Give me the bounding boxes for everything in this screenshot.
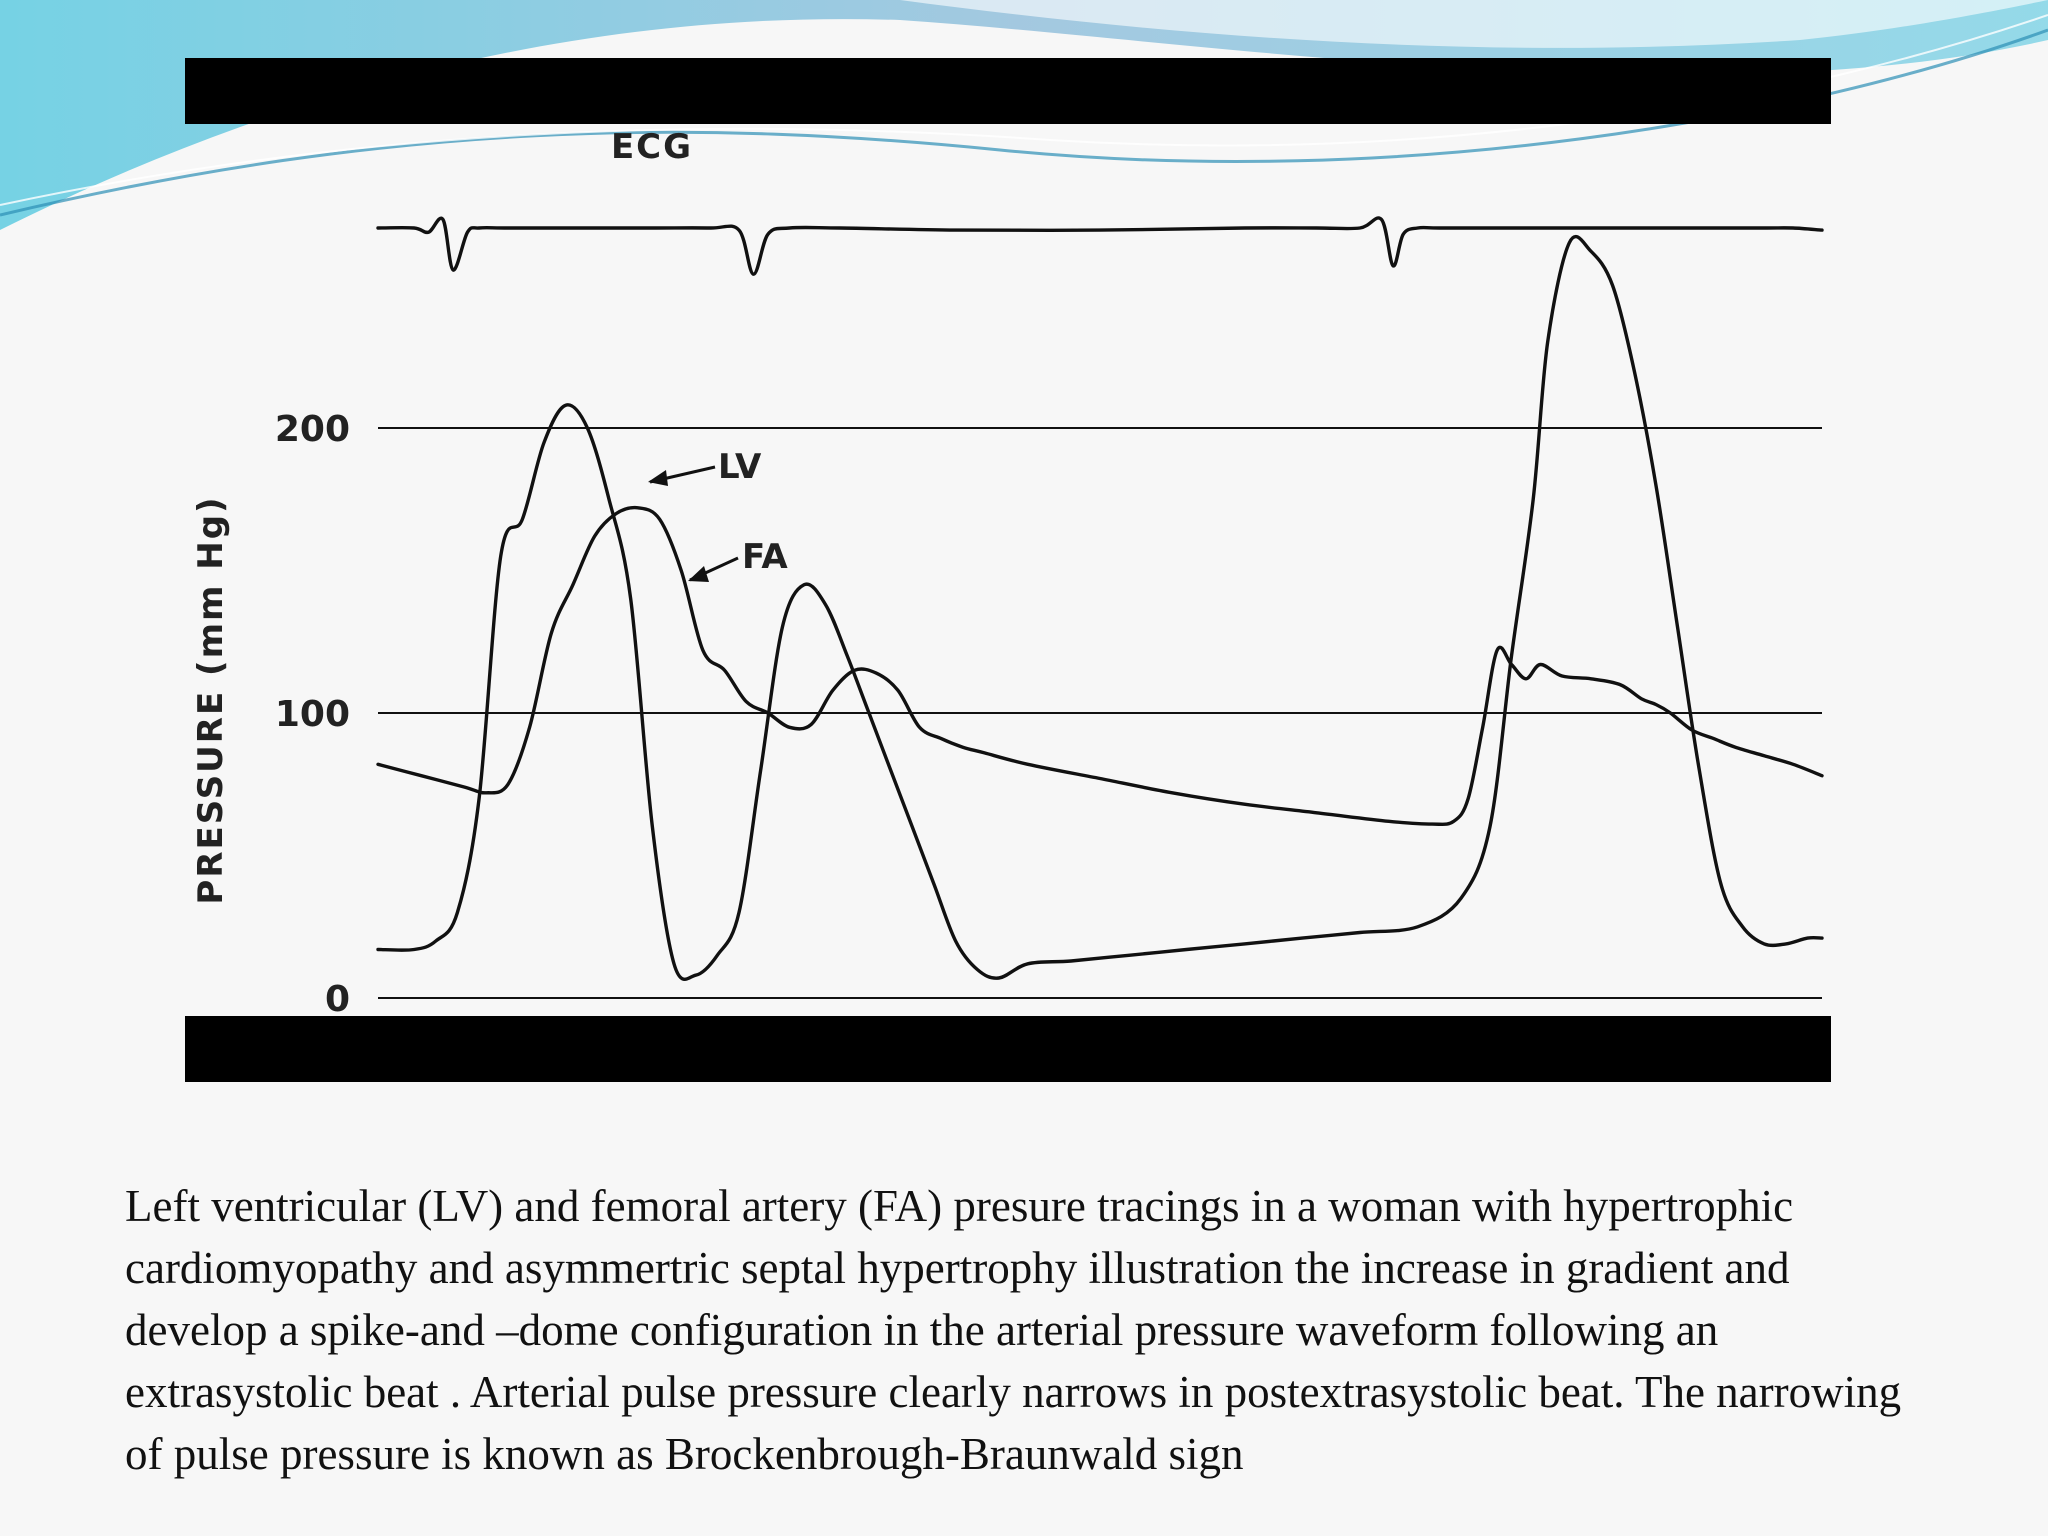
- header-swoosh: [0, 0, 2048, 230]
- figure-caption: Left ventricular (LV) and femoral artery…: [125, 1181, 1902, 1479]
- ecg-trace: [376, 216, 1824, 276]
- fa-annotation: FA: [688, 537, 788, 582]
- lv-annotation: LV: [648, 447, 762, 487]
- lv-arrow-head: [648, 470, 668, 486]
- fa-pressure-line: [376, 505, 1824, 827]
- y-tick-labels: 0 100 200: [275, 409, 350, 1020]
- lv-pressure-line: [376, 234, 1824, 981]
- header-white-wave: [900, 0, 2048, 48]
- fa-label: FA: [742, 537, 788, 577]
- gridlines: [378, 427, 1822, 999]
- y-tick-label-0: 0: [325, 979, 350, 1020]
- y-tick-label-200: 200: [275, 409, 350, 450]
- y-tick-label-100: 100: [275, 694, 350, 735]
- ecg-label: ECG: [611, 127, 693, 167]
- y-axis-title: PRESSURE (mm Hg): [191, 495, 231, 904]
- top-black-bar: [185, 58, 1831, 124]
- fa-arrow-head: [688, 566, 709, 582]
- lv-label: LV: [718, 447, 762, 487]
- bottom-black-bar: [185, 1016, 1831, 1082]
- pressure-chart: ECG PRESSURE (mm Hg) 0 100 200 LV FA: [191, 127, 1824, 1020]
